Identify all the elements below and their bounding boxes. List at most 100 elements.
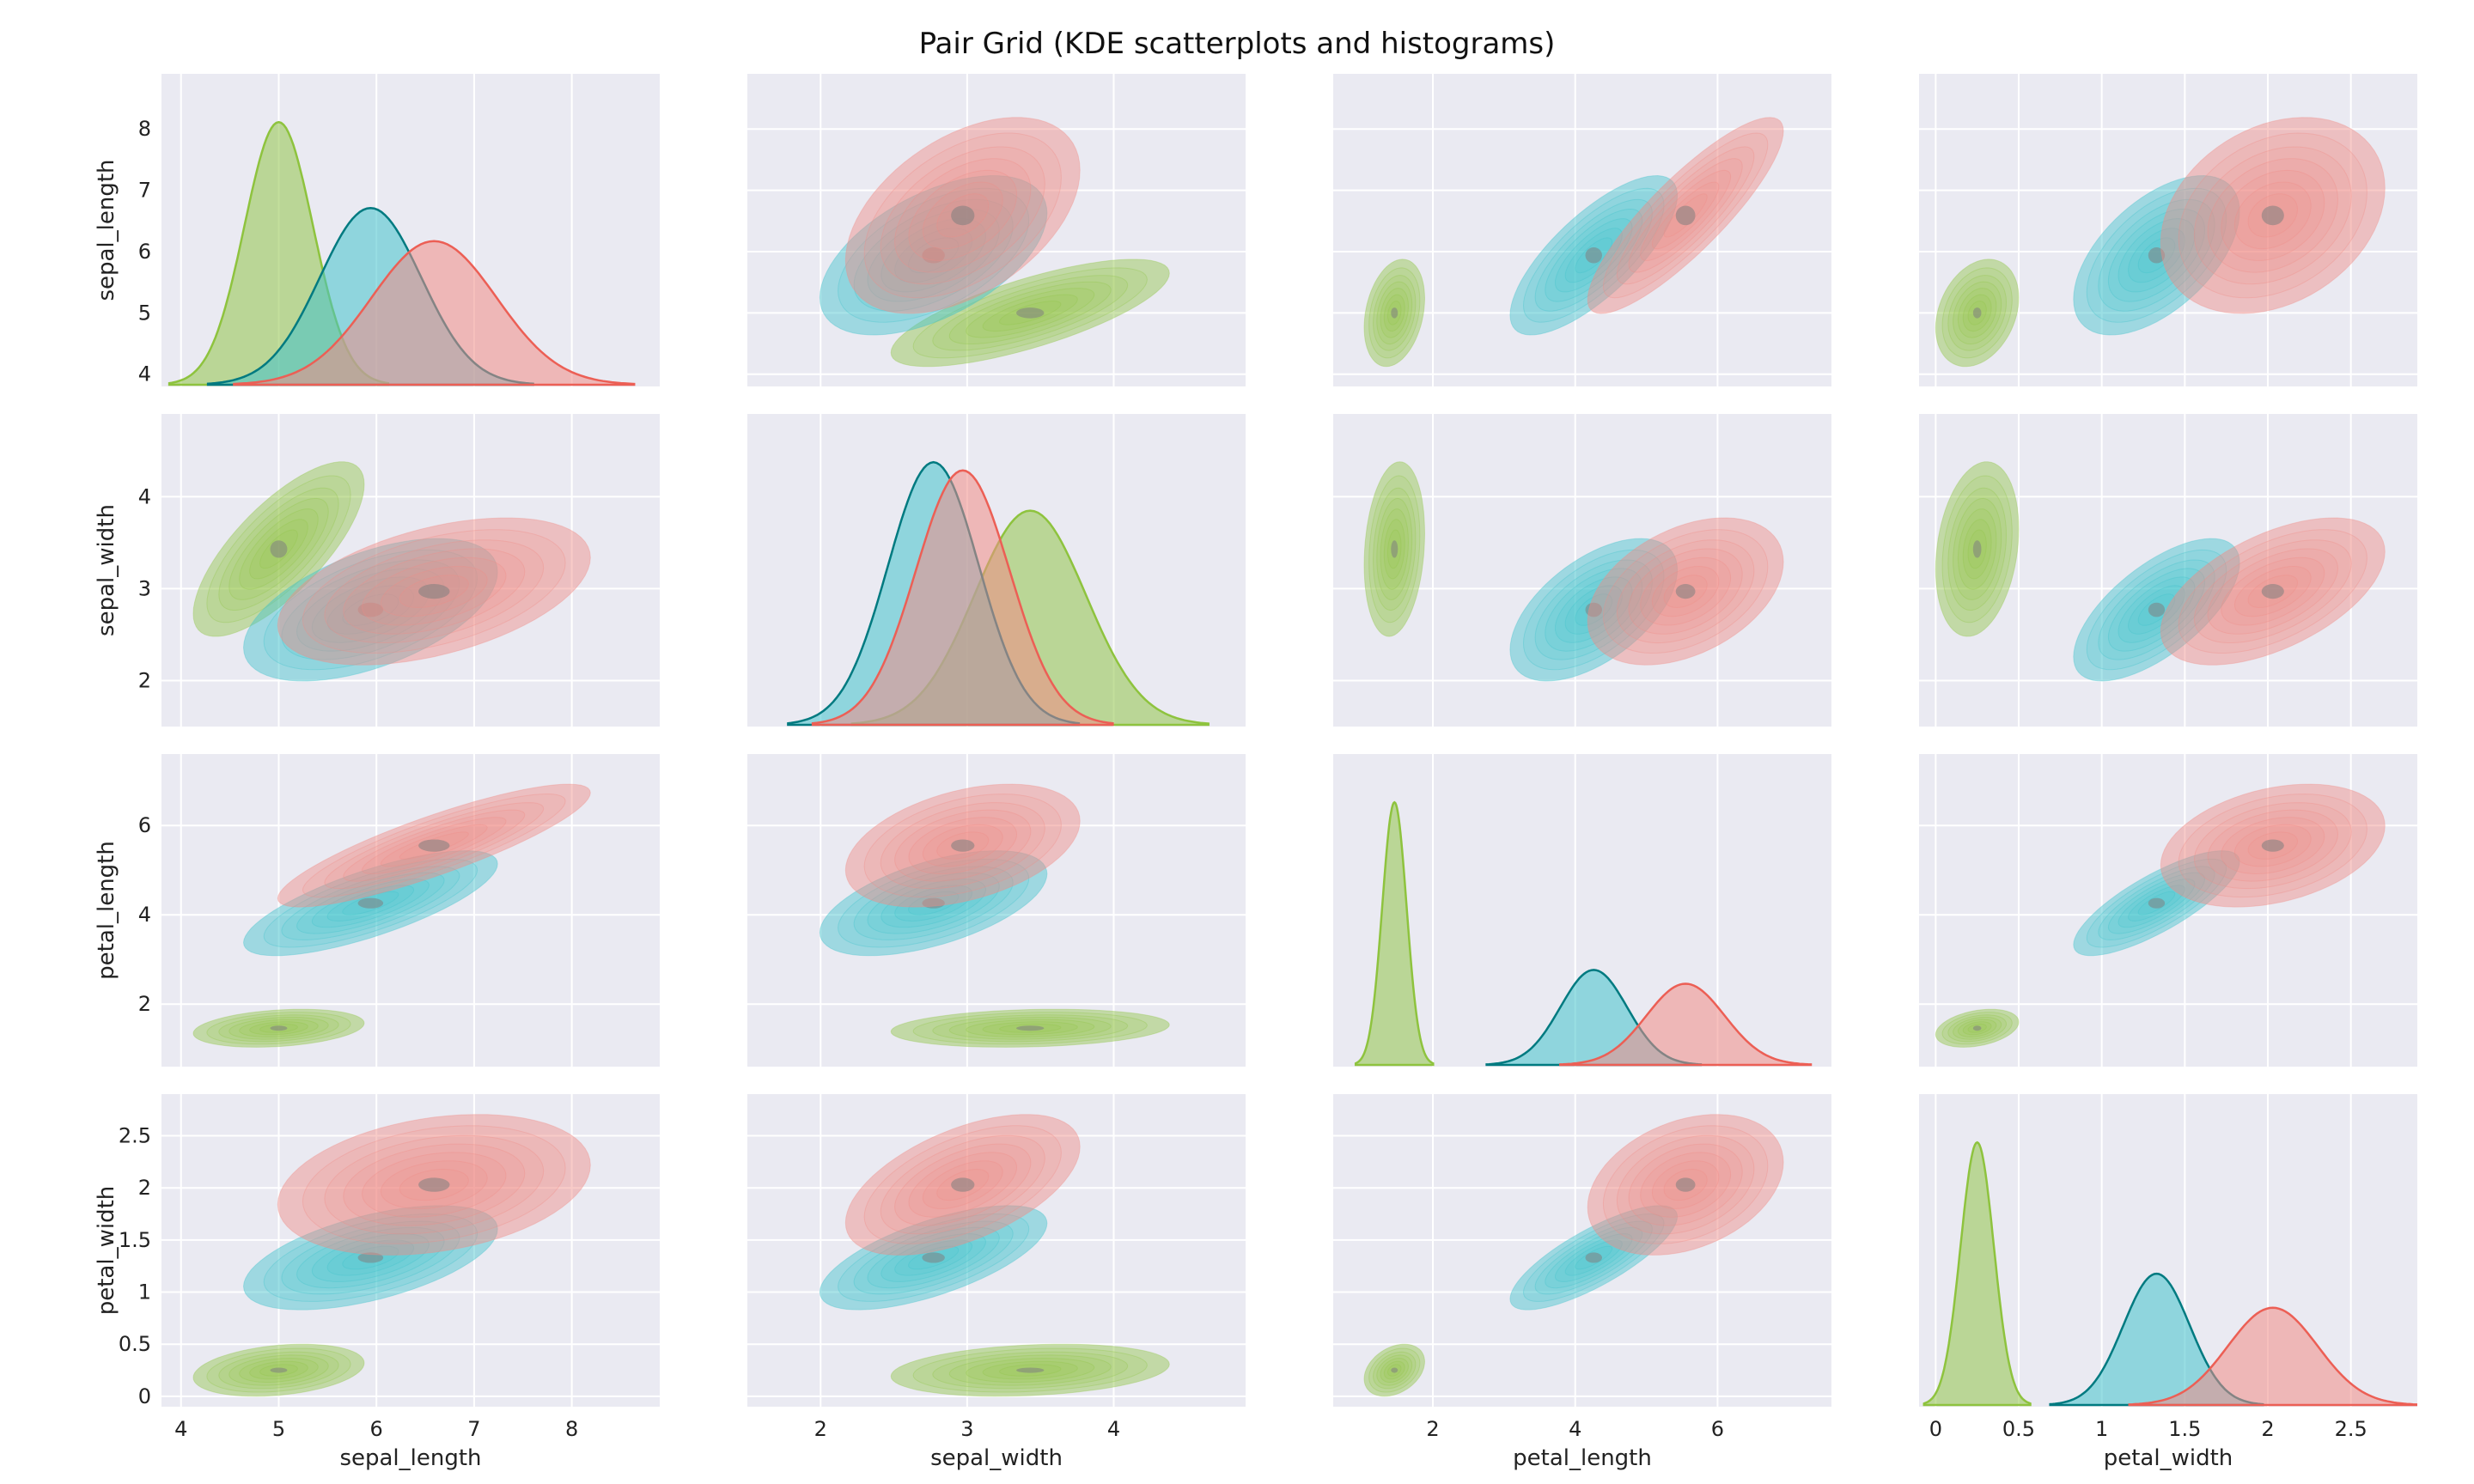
y-tick-label: 8 <box>138 117 151 141</box>
kde-peak-g3 <box>2261 839 2284 852</box>
x-axis-label: sepal_width <box>930 1445 1063 1471</box>
kde-curve-g3 <box>1559 982 1813 1067</box>
x-tick-label: 1 <box>2095 1417 2108 1441</box>
kde-peak-g3 <box>951 1177 975 1192</box>
panel-content <box>1935 117 2386 368</box>
y-axis-label: sepal_width <box>94 504 119 636</box>
kde-peak-g2 <box>1585 246 1602 264</box>
panel-content <box>1363 117 1784 368</box>
kde-peak-g3 <box>418 839 450 852</box>
kde-peak-g2 <box>2148 246 2166 264</box>
kde-curve-g1 <box>1923 1140 2032 1407</box>
panels-group <box>161 74 2417 1407</box>
panel-sepal_width-vs-petal_width <box>1919 414 2417 727</box>
x-tick-label: 2.5 <box>2335 1417 2367 1441</box>
gridlines <box>747 1094 1246 1407</box>
panel-sepal_length-vs-petal_width <box>1919 74 2417 386</box>
panel-background <box>1919 754 2417 1067</box>
kde-peak-g3 <box>1675 584 1696 599</box>
x-tick-label: 4 <box>1107 1417 1120 1441</box>
panel-petal_length-vs-petal_width <box>1919 754 2417 1067</box>
panel-content <box>192 1114 591 1397</box>
y-tick-label: 1 <box>138 1280 151 1305</box>
y-tick-label: 0 <box>138 1384 151 1408</box>
kde-curve-g3 <box>2128 1306 2417 1407</box>
kde-peak-g2 <box>2148 602 2166 617</box>
kde-peak-g3 <box>2261 205 2284 226</box>
x-tick-label: 2 <box>2261 1417 2274 1441</box>
panel-content <box>1923 1140 2417 1407</box>
panel-content <box>1935 783 2386 1048</box>
y-tick-label: 4 <box>138 903 151 927</box>
chart-title: Pair Grid (KDE scatterplots and histogra… <box>919 27 1556 61</box>
x-tick-label: 4 <box>1569 1417 1581 1441</box>
gridlines <box>161 1094 660 1407</box>
panel-background <box>1919 414 2417 727</box>
x-axis-label: sepal_length <box>339 1445 481 1471</box>
kde-peak-g1 <box>1972 307 1982 319</box>
x-axis-label: petal_width <box>2104 1445 2233 1471</box>
panel-content <box>1363 461 1784 682</box>
gridlines <box>747 74 1246 386</box>
panel-petal_width-vs-petal_length <box>1333 1094 1831 1407</box>
panel-content <box>819 117 1170 368</box>
y-axis-label: petal_width <box>94 1186 119 1316</box>
x-tick-label: 3 <box>960 1417 973 1441</box>
x-tick-label: 0.5 <box>2002 1417 2035 1441</box>
panel-background <box>1333 1094 1831 1407</box>
y-tick-label: 6 <box>138 240 151 264</box>
kde-peak-g3 <box>418 584 450 599</box>
kde-peak-g2 <box>922 1252 945 1263</box>
y-tick-label: 0.5 <box>119 1332 151 1356</box>
y-tick-label: 4 <box>138 362 151 386</box>
y-tick-label: 2 <box>138 1176 151 1200</box>
x-axis-label: petal_length <box>1513 1445 1652 1471</box>
kde-peak-g2 <box>357 602 384 617</box>
kde-curve-g3 <box>233 240 636 386</box>
x-tick-label: 5 <box>272 1417 285 1441</box>
kde-peak-g2 <box>922 246 945 264</box>
panel-background <box>747 754 1246 1067</box>
kde-peak-g1 <box>1972 540 1982 558</box>
panel-content <box>192 461 591 682</box>
panel-content <box>819 1114 1170 1397</box>
kde-peak-g1 <box>1391 1367 1398 1373</box>
y-tick-label: 5 <box>138 301 151 325</box>
kde-peak-g2 <box>1585 602 1602 617</box>
gridlines <box>1333 1094 1831 1407</box>
x-tick-label: 1.5 <box>2168 1417 2201 1441</box>
y-axis-label: sepal_length <box>94 159 119 301</box>
panel-content <box>787 460 1210 727</box>
x-tick-label: 2 <box>1426 1417 1439 1441</box>
kde-curve-g1 <box>1354 800 1435 1067</box>
y-tick-label: 2 <box>138 992 151 1016</box>
kde-peak-g1 <box>1972 1025 1982 1031</box>
kde-peak-g3 <box>951 205 975 226</box>
y-axis-label: petal_length <box>94 841 119 980</box>
gridlines <box>161 414 660 727</box>
gridlines <box>161 754 660 1067</box>
panel-sepal_length-vs-petal_length <box>1333 74 1831 386</box>
y-tick-label: 7 <box>138 179 151 203</box>
x-tick-label: 0 <box>1929 1417 1942 1441</box>
kde-peak-g1 <box>1391 307 1398 319</box>
gridlines <box>1333 74 1831 386</box>
panel-content <box>168 120 636 386</box>
x-tick-label: 6 <box>370 1417 383 1441</box>
kde-peak-g3 <box>951 839 975 852</box>
panel-background <box>1919 74 2417 386</box>
x-tick-label: 2 <box>814 1417 827 1441</box>
x-tick-label: 8 <box>565 1417 578 1441</box>
panel-content <box>1354 800 1813 1067</box>
kde-peak-g2 <box>1585 1252 1602 1263</box>
panel-background <box>1333 414 1831 727</box>
kde-peak-g1 <box>1016 1367 1045 1373</box>
gridlines <box>1333 414 1831 727</box>
kde-peak-g1 <box>1016 307 1045 319</box>
gridlines <box>1919 414 2417 727</box>
panel-petal_width-vs-petal_width <box>1919 1094 2417 1407</box>
panel-content <box>819 783 1170 1048</box>
kde-peak-g1 <box>1391 540 1398 558</box>
panel-sepal_width-vs-petal_length <box>1333 414 1831 727</box>
